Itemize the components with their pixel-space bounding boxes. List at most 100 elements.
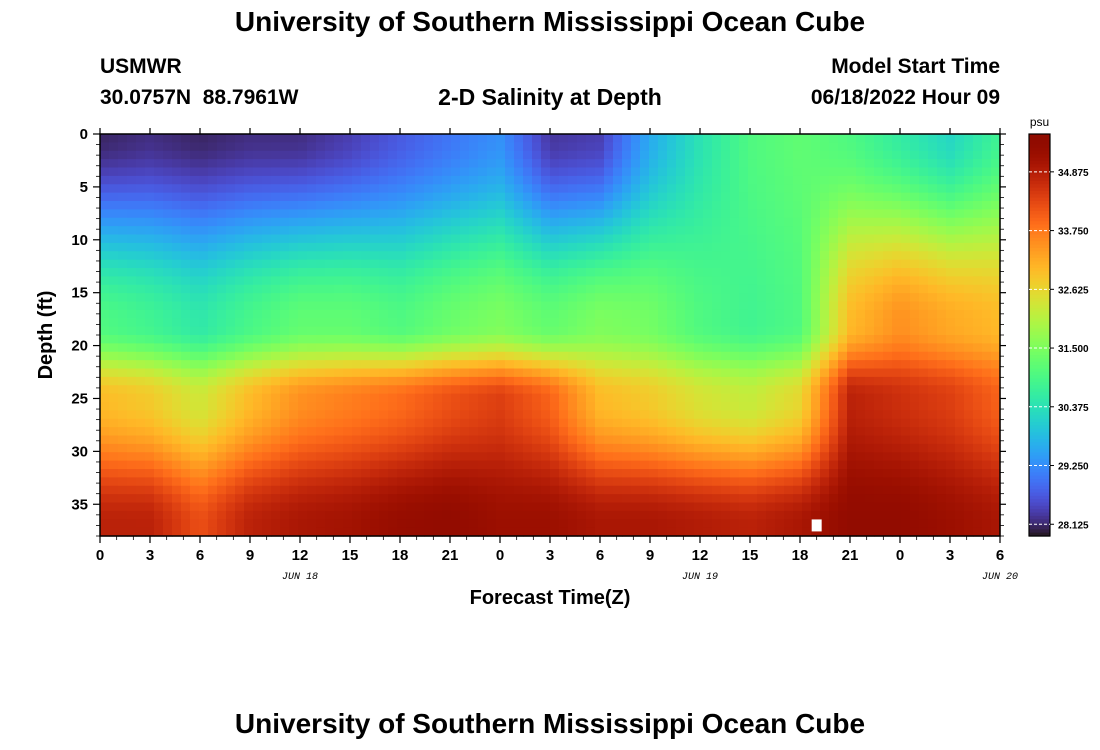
heatmap-cell: [136, 209, 146, 219]
heatmap-cell: [190, 527, 200, 537]
heatmap-cell: [253, 376, 263, 386]
heatmap-cell: [865, 427, 875, 437]
heatmap-cell: [406, 443, 416, 453]
heatmap-cell: [253, 301, 263, 311]
heatmap-cell: [109, 435, 119, 445]
heatmap-cell: [478, 477, 488, 487]
heatmap-cell: [946, 192, 956, 202]
heatmap-cell: [307, 326, 317, 336]
heatmap-cell: [442, 309, 452, 319]
heatmap-cell: [739, 443, 749, 453]
heatmap-cell: [982, 284, 992, 294]
heatmap-cell: [388, 217, 398, 227]
heatmap-cell: [253, 167, 263, 177]
heatmap-cell: [289, 293, 299, 303]
heatmap-cell: [226, 519, 236, 529]
heatmap-cell: [451, 410, 461, 420]
heatmap-cell: [892, 242, 902, 252]
heatmap-cell: [181, 134, 191, 143]
heatmap-cell: [730, 402, 740, 411]
heatmap-cell: [325, 494, 335, 504]
heatmap-cell: [613, 385, 623, 395]
heatmap-cell: [496, 335, 506, 344]
heatmap-cell: [631, 393, 641, 403]
heatmap-cell: [550, 418, 560, 428]
heatmap-cell: [892, 259, 902, 269]
heatmap-cell: [577, 494, 587, 504]
heatmap-cell: [892, 276, 902, 286]
heatmap-cell: [937, 469, 947, 478]
heatmap-cell: [883, 418, 893, 428]
heatmap-cell: [739, 477, 749, 487]
heatmap-cell: [361, 494, 371, 504]
heatmap-cell: [982, 435, 992, 445]
heatmap-cell: [685, 469, 695, 478]
heatmap-cell: [451, 134, 461, 143]
heatmap-cell: [892, 167, 902, 177]
heatmap-cell: [649, 360, 659, 370]
heatmap-cell: [577, 201, 587, 210]
heatmap-cell: [523, 351, 533, 361]
heatmap-cell: [442, 477, 452, 487]
heatmap-cell: [919, 259, 929, 269]
heatmap-cell: [577, 159, 587, 169]
heatmap-cell: [145, 268, 155, 277]
heatmap-cell: [640, 268, 650, 277]
heatmap-cell: [199, 226, 209, 236]
heatmap-cell: [703, 259, 713, 269]
heatmap-cell: [379, 175, 389, 185]
heatmap-cell: [433, 318, 443, 328]
heatmap-cell: [559, 201, 569, 210]
heatmap-cell: [955, 477, 965, 487]
heatmap-cell: [334, 284, 344, 294]
heatmap-cell: [370, 477, 380, 487]
heatmap-cell: [514, 477, 524, 487]
heatmap-cell: [721, 251, 731, 261]
heatmap-cell: [739, 184, 749, 194]
heatmap-cell: [334, 276, 344, 286]
heatmap-cell: [181, 251, 191, 261]
heatmap-cell: [613, 234, 623, 244]
heatmap-cell: [550, 376, 560, 386]
heatmap-cell: [487, 234, 497, 244]
heatmap-cell: [136, 510, 146, 520]
heatmap-cell: [901, 393, 911, 403]
heatmap-cell: [226, 469, 236, 478]
heatmap-cell: [559, 527, 569, 537]
heatmap-cell: [424, 502, 434, 512]
heatmap-cell: [829, 159, 839, 169]
heatmap-cell: [505, 335, 515, 344]
heatmap-cell: [658, 485, 668, 495]
heatmap-cell: [316, 276, 326, 286]
heatmap-cell: [775, 410, 785, 420]
heatmap-cell: [253, 309, 263, 319]
heatmap-cell: [505, 494, 515, 504]
heatmap-cell: [154, 150, 164, 160]
heatmap-cell: [559, 376, 569, 386]
heatmap-cell: [712, 234, 722, 244]
heatmap-cell: [838, 284, 848, 294]
heatmap-cell: [973, 485, 983, 495]
heatmap-cell: [784, 150, 794, 160]
heatmap-cell: [559, 477, 569, 487]
heatmap-cell: [667, 134, 677, 143]
heatmap-cell: [352, 318, 362, 328]
heatmap-cell: [910, 335, 920, 344]
heatmap-cell: [955, 360, 965, 370]
heatmap-cell: [847, 251, 857, 261]
heatmap-cell: [487, 184, 497, 194]
heatmap-cell: [667, 301, 677, 311]
heatmap-cell: [820, 318, 830, 328]
heatmap-cell: [775, 192, 785, 202]
heatmap-cell: [127, 393, 137, 403]
heatmap-cell: [442, 167, 452, 177]
heatmap-cell: [514, 402, 524, 411]
heatmap-cell: [604, 502, 614, 512]
heatmap-cell: [514, 519, 524, 529]
heatmap-cell: [235, 201, 245, 210]
heatmap-cell: [694, 469, 704, 478]
heatmap-cell: [892, 393, 902, 403]
heatmap-cell: [829, 494, 839, 504]
heatmap-cell: [955, 427, 965, 437]
heatmap-cell: [757, 469, 767, 478]
